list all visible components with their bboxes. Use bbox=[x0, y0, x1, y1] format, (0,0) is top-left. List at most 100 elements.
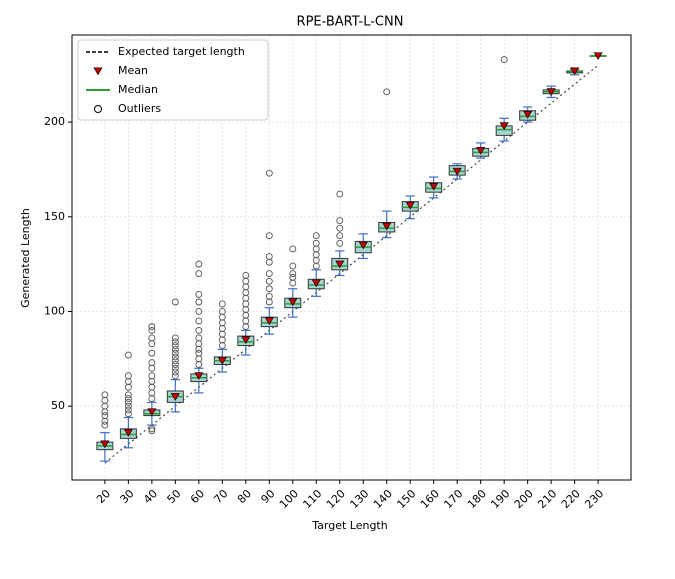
outlier bbox=[195, 326, 203, 334]
outlier bbox=[265, 169, 273, 177]
x-tick-label: 110 bbox=[300, 487, 324, 511]
outlier bbox=[148, 425, 156, 433]
outlier bbox=[171, 368, 179, 376]
outlier bbox=[101, 412, 109, 420]
x-tick-label: 230 bbox=[582, 487, 606, 511]
x-tick-label: 50 bbox=[164, 487, 183, 506]
y-tick-label: 100 bbox=[44, 304, 65, 317]
mean-marker bbox=[147, 408, 157, 417]
x-tick-label: 60 bbox=[188, 487, 207, 506]
mean-marker bbox=[499, 122, 509, 131]
y-axis-label: Generated Length bbox=[19, 208, 32, 308]
outlier bbox=[124, 351, 132, 359]
outlier bbox=[336, 190, 344, 198]
mean-marker bbox=[311, 279, 321, 288]
x-tick-label: 170 bbox=[441, 487, 465, 511]
outlier bbox=[148, 372, 156, 380]
x-tick-label: 30 bbox=[118, 487, 137, 506]
legend-symbol bbox=[94, 105, 102, 113]
mean-marker bbox=[429, 182, 439, 191]
x-tick-label: 210 bbox=[535, 487, 559, 511]
outlier bbox=[242, 272, 250, 279]
outlier bbox=[171, 361, 179, 368]
outlier bbox=[195, 290, 203, 298]
outlier bbox=[265, 232, 273, 240]
x-tick-label: 130 bbox=[347, 487, 371, 511]
outlier bbox=[171, 364, 179, 372]
outlier bbox=[265, 277, 273, 285]
mean-marker bbox=[170, 393, 180, 401]
plot-frame bbox=[71, 34, 632, 481]
x-tick-label: 70 bbox=[211, 487, 230, 506]
mean-marker bbox=[452, 167, 462, 176]
x-tick-label: 180 bbox=[465, 487, 489, 511]
mean-marker bbox=[241, 336, 251, 345]
x-tick-label: 150 bbox=[394, 487, 418, 511]
outlier bbox=[148, 427, 156, 435]
legend-box bbox=[77, 39, 269, 121]
mean-marker bbox=[335, 260, 345, 269]
outlier bbox=[124, 402, 132, 410]
outlier bbox=[171, 338, 179, 346]
outlier bbox=[124, 395, 132, 403]
outlier bbox=[101, 421, 109, 429]
outlier bbox=[148, 349, 156, 357]
legend-label: Mean bbox=[118, 64, 148, 77]
outlier bbox=[336, 217, 344, 225]
outlier bbox=[171, 342, 179, 350]
outlier bbox=[383, 88, 391, 96]
outlier bbox=[171, 345, 179, 353]
outlier bbox=[171, 349, 179, 357]
mean-marker bbox=[123, 429, 133, 437]
outlier bbox=[148, 326, 156, 334]
outlier bbox=[195, 308, 203, 315]
outlier bbox=[148, 359, 156, 367]
x-tick-label: 220 bbox=[559, 487, 583, 511]
mean-marker bbox=[570, 67, 580, 76]
outlier bbox=[171, 357, 179, 365]
mean-marker bbox=[358, 241, 368, 250]
outlier bbox=[124, 372, 132, 380]
outlier bbox=[289, 262, 297, 270]
mean-marker bbox=[382, 222, 392, 231]
outlier bbox=[265, 253, 273, 261]
outlier bbox=[218, 300, 226, 308]
expected-line bbox=[104, 64, 599, 464]
outlier bbox=[289, 273, 297, 281]
outlier bbox=[124, 398, 132, 406]
outlier bbox=[218, 308, 226, 315]
legend-label: Expected target length bbox=[118, 45, 245, 58]
mean-marker bbox=[100, 440, 110, 449]
outlier bbox=[195, 298, 203, 306]
mean-marker bbox=[264, 317, 274, 326]
outlier bbox=[195, 317, 203, 325]
x-axis-label: Target Length bbox=[311, 519, 387, 532]
outlier bbox=[124, 410, 132, 418]
mean-marker bbox=[593, 52, 603, 61]
x-tick-label: 90 bbox=[258, 487, 277, 506]
outlier bbox=[171, 334, 179, 342]
outlier bbox=[265, 292, 273, 300]
outlier bbox=[336, 239, 344, 247]
x-tick-label: 120 bbox=[324, 487, 348, 511]
legend-label: Median bbox=[118, 83, 158, 96]
outlier bbox=[289, 245, 297, 253]
mean-marker bbox=[194, 372, 204, 381]
mean-marker bbox=[405, 201, 415, 210]
mean-marker bbox=[523, 111, 533, 119]
x-tick-label: 80 bbox=[235, 487, 254, 506]
outlier bbox=[312, 232, 320, 240]
legend-symbol bbox=[93, 67, 103, 76]
x-tick-label: 190 bbox=[488, 487, 512, 511]
x-tick-label: 200 bbox=[512, 487, 536, 511]
y-tick-label: 200 bbox=[44, 115, 65, 128]
x-tick-label: 140 bbox=[371, 487, 395, 511]
x-tick-label: 20 bbox=[94, 487, 113, 506]
legend-label: Outliers bbox=[118, 102, 161, 115]
x-tick-label: 40 bbox=[141, 487, 160, 506]
outlier bbox=[195, 349, 203, 357]
mean-marker bbox=[217, 357, 227, 365]
outlier bbox=[171, 353, 179, 361]
mean-marker bbox=[288, 298, 298, 307]
